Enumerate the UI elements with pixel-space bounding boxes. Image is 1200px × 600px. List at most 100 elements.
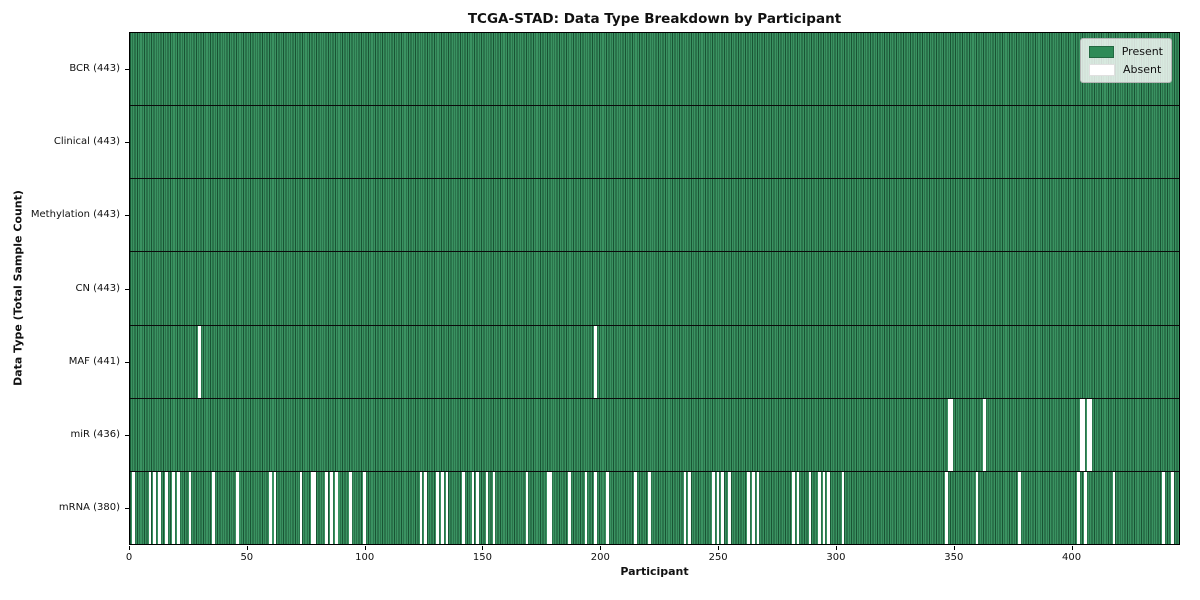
- legend-label-absent: Absent: [1123, 63, 1162, 76]
- y-tick-label: Clinical (443): [53, 135, 120, 147]
- x-tick-label: 200: [590, 552, 610, 563]
- absent-mark: [747, 471, 750, 544]
- x-tick-label: 400: [1062, 552, 1082, 563]
- x-tick-mark: [482, 546, 484, 550]
- absent-mark: [1079, 398, 1083, 471]
- present-swatch-icon: [1089, 45, 1114, 58]
- absent-mark: [945, 471, 948, 544]
- absent-mark: [841, 471, 845, 544]
- x-tick-label: 100: [355, 552, 375, 563]
- rows-container: [130, 33, 1179, 544]
- absent-mark: [947, 398, 951, 471]
- absent-mark: [525, 471, 529, 544]
- x-tick-label: 0: [125, 552, 133, 563]
- x-tick-label: 150: [472, 552, 493, 563]
- y-tick-mark: [125, 68, 129, 70]
- absent-mark: [1018, 471, 1021, 544]
- x-tick-mark: [600, 546, 602, 550]
- absent-mark: [132, 471, 135, 544]
- absent-mark: [982, 398, 986, 471]
- absent-mark: [476, 471, 479, 544]
- x-tick-mark: [718, 546, 720, 550]
- legend: Present Absent: [1080, 38, 1172, 83]
- x-axis-label: Participant: [620, 565, 689, 578]
- y-tick-label: Methylation (443): [30, 209, 120, 221]
- x-tick-label: 50: [240, 552, 254, 563]
- absent-mark: [1162, 471, 1165, 544]
- absent-mark: [949, 398, 953, 471]
- absent-mark: [471, 471, 475, 544]
- legend-entry-present: Present: [1089, 45, 1163, 58]
- x-tick-mark: [835, 546, 837, 550]
- x-tick-mark: [364, 546, 366, 550]
- absent-mark: [584, 471, 588, 544]
- row-CN: [130, 252, 1179, 326]
- y-tick-label: mRNA (380): [58, 502, 120, 514]
- absent-mark: [1077, 471, 1080, 544]
- absent-mark: [728, 471, 732, 544]
- absent-mark: [313, 471, 317, 544]
- y-tick-label: BCR (443): [69, 62, 120, 74]
- absent-mark: [419, 471, 423, 544]
- y-tick-mark: [125, 288, 129, 290]
- x-tick-label: 350: [944, 552, 964, 563]
- y-tick-label: MAF (441): [68, 355, 120, 367]
- absent-mark: [808, 471, 812, 544]
- absent-mark: [198, 325, 201, 398]
- absent-mark: [634, 471, 637, 544]
- x-tick-mark: [953, 546, 955, 550]
- row-BCR: [130, 33, 1179, 107]
- absent-mark: [711, 471, 715, 544]
- y-tick-label: CN (443): [75, 282, 120, 294]
- absent-mark: [716, 471, 720, 544]
- absent-mark: [235, 471, 239, 544]
- absent-mark: [1112, 471, 1116, 544]
- absent-mark: [594, 325, 597, 398]
- absent-mark: [1086, 398, 1090, 471]
- absent-mark: [349, 471, 352, 544]
- plot-area: Present Absent: [129, 32, 1180, 545]
- absent-mark: [549, 471, 552, 544]
- x-tick-label: 250: [708, 552, 728, 563]
- absent-mark: [177, 471, 180, 544]
- absent-mark: [148, 471, 152, 544]
- y-tick-mark: [125, 435, 129, 437]
- absent-mark: [756, 471, 760, 544]
- absent-mark: [424, 471, 428, 544]
- absent-mark: [827, 471, 831, 544]
- legend-entry-absent: Absent: [1089, 63, 1163, 76]
- absent-mark: [752, 471, 755, 544]
- y-tick-mark: [125, 141, 129, 143]
- row-miR: [130, 398, 1179, 472]
- absent-mark: [792, 471, 795, 544]
- absent-mark: [212, 471, 215, 544]
- absent-mark: [334, 471, 338, 544]
- chart-title: TCGA-STAD: Data Type Breakdown by Partic…: [467, 11, 842, 27]
- absent-mark: [153, 471, 157, 544]
- absent-mark: [817, 471, 821, 544]
- row-Methylation: [130, 179, 1179, 253]
- absent-mark: [172, 471, 175, 544]
- y-tick-mark: [125, 508, 129, 510]
- x-tick-mark: [246, 546, 248, 550]
- y-tick-label: miR (436): [70, 429, 120, 441]
- absent-mark: [547, 471, 550, 544]
- absent-mark: [436, 471, 439, 544]
- absent-mark: [363, 471, 366, 544]
- absent-mark: [462, 471, 465, 544]
- absent-mark: [445, 471, 449, 544]
- y-tick-mark: [125, 361, 129, 363]
- absent-mark: [325, 471, 329, 544]
- row-mRNA: [130, 471, 1179, 544]
- absent-mark: [165, 471, 168, 544]
- absent-mark: [594, 471, 597, 544]
- absent-mark: [796, 471, 800, 544]
- absent-mark: [683, 471, 687, 544]
- absent-mark: [975, 471, 979, 544]
- x-tick-mark: [1071, 546, 1073, 550]
- absent-mark: [1084, 471, 1087, 544]
- x-tick-mark: [129, 546, 130, 550]
- absent-mark: [568, 471, 571, 544]
- absent-mark: [688, 471, 691, 544]
